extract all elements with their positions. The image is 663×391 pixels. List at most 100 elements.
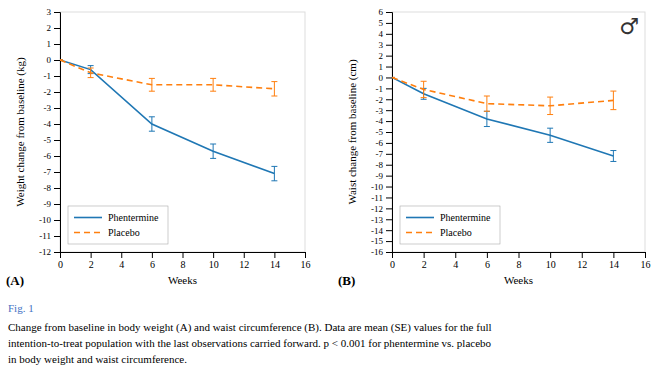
tick-mark [645, 252, 646, 258]
legend-entry: Phentermine [74, 212, 159, 223]
tick-mark [386, 154, 392, 155]
tick-mark [386, 176, 392, 177]
tick-mark [386, 197, 392, 198]
y-axis-title: Waist change from baseline (cm) [346, 59, 359, 204]
plot-area [392, 12, 645, 252]
tick: -7 [44, 167, 61, 177]
tick-mark [582, 252, 583, 258]
tick-mark [213, 252, 214, 258]
y-axis-title: Weight change from baseline (kg) [14, 57, 27, 207]
series-line [392, 77, 613, 156]
tick-label: 1 [47, 39, 52, 49]
x-axis: 0246810121416 [58, 252, 311, 270]
tick-mark [54, 188, 60, 189]
tick: 0 [47, 55, 61, 65]
tick-mark [386, 45, 392, 46]
tick-mark [424, 252, 425, 258]
tick: 1 [379, 62, 393, 72]
tick-label: -16 [371, 247, 383, 257]
error-bar [421, 81, 427, 97]
tick: -5 [376, 127, 393, 137]
tick-label: -8 [376, 160, 384, 170]
error-bar [210, 144, 216, 158]
tick: 8 [517, 252, 522, 270]
tick: -12 [371, 204, 392, 214]
marks [60, 60, 277, 181]
tick-label: -10 [39, 215, 51, 225]
tick: 2 [47, 23, 61, 33]
tick: -14 [371, 226, 392, 236]
tick-label: 6 [150, 259, 155, 270]
tick-label: 12 [577, 259, 587, 270]
series-line [60, 60, 274, 174]
tick-mark [386, 132, 392, 133]
tick-label: -10 [371, 182, 383, 192]
tick-label: 10 [546, 259, 556, 270]
axis-line [386, 13, 393, 253]
tick: -12 [39, 247, 60, 257]
tick: 0 [390, 252, 395, 270]
tick: 4 [379, 29, 393, 39]
error-bar [610, 91, 616, 110]
tick-label: 6 [485, 259, 490, 270]
error-bar [392, 77, 395, 78]
axis-line [393, 253, 646, 259]
tick-mark [183, 252, 184, 258]
y-axis: 3210-1-2-3-4-5-6-7-8-9-10-11-12 [39, 7, 61, 257]
tick-label: -5 [376, 127, 384, 137]
error-bar [392, 77, 395, 78]
error-bar [149, 78, 155, 91]
series-line [392, 77, 613, 105]
tick: -3 [376, 106, 393, 116]
tick-mark [386, 187, 392, 188]
tick-label: 16 [641, 259, 651, 270]
tick-mark [274, 252, 275, 258]
tick: 0 [379, 73, 393, 83]
tick-label: -4 [376, 116, 384, 126]
tick: 3 [47, 7, 61, 17]
tick-mark [54, 12, 60, 13]
tick-mark [519, 252, 520, 258]
tick-mark [386, 88, 392, 89]
tick: -6 [44, 151, 61, 161]
tick: -1 [376, 84, 393, 94]
tick-label: 1 [379, 62, 384, 72]
tick-mark [152, 252, 153, 258]
tick-label: -11 [39, 231, 51, 241]
tick: -1 [44, 71, 61, 81]
tick: 6 [150, 252, 155, 270]
legend-swatch [74, 232, 102, 234]
x-axis-title: Weeks [168, 274, 197, 286]
plot-area [60, 12, 305, 252]
axis-line [54, 13, 61, 253]
tick-mark [487, 252, 488, 258]
tick-label: 2 [379, 51, 384, 61]
tick: 2 [422, 252, 427, 270]
tick: -8 [44, 183, 61, 193]
legend-box [400, 206, 500, 244]
tick: 16 [641, 252, 651, 270]
legend: PhenterminePlacebo [400, 206, 500, 244]
tick: 4 [453, 252, 458, 270]
tick: -9 [44, 199, 61, 209]
legend-entry: Phentermine [406, 212, 491, 223]
tick-mark [613, 252, 614, 258]
tick-label: -3 [376, 106, 384, 116]
tick-label: -1 [376, 84, 384, 94]
legend-label: Phentermine [108, 212, 159, 223]
tick: 1 [47, 39, 61, 49]
tick: -16 [371, 247, 392, 257]
caption-label: Fig. 1 [8, 302, 34, 314]
tick: -15 [371, 236, 392, 246]
tick-label: 4 [453, 259, 458, 270]
legend-swatch [406, 232, 434, 234]
error-bar [60, 60, 63, 61]
error-bar [484, 111, 490, 126]
tick-mark [54, 76, 60, 77]
tick-label: 0 [47, 55, 52, 65]
tick-mark [54, 124, 60, 125]
panel-label: (A) [6, 273, 24, 288]
series-line [60, 60, 274, 89]
tick: -3 [44, 103, 61, 113]
tick-mark [386, 56, 392, 57]
